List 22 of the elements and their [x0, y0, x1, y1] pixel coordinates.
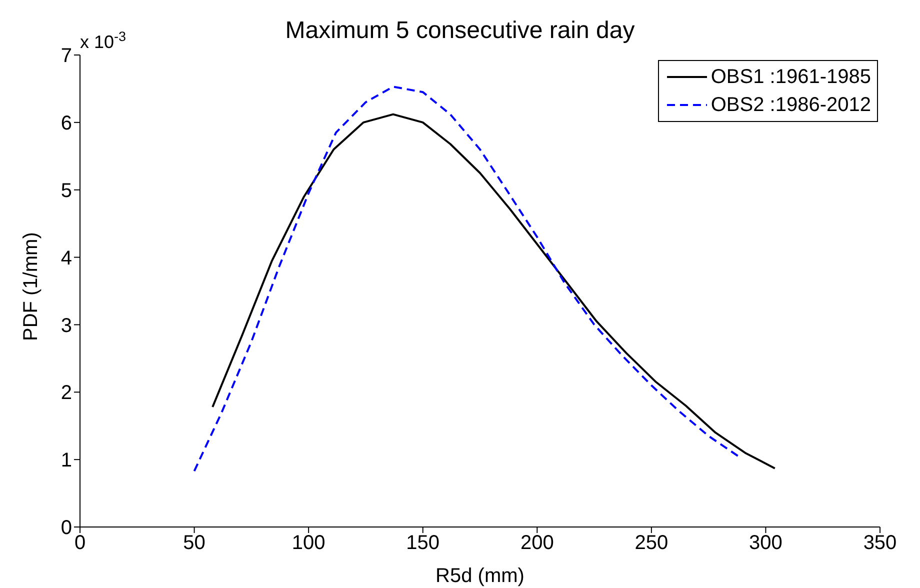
y-tick-label: 0 — [60, 517, 72, 540]
y-tick-label: 4 — [60, 247, 72, 270]
x-tick-label: 50 — [183, 532, 206, 554]
x-tick-label: 200 — [520, 532, 554, 554]
legend-label: OBS1 :1961-1985 — [710, 65, 871, 90]
y-tick-label: 2 — [60, 382, 72, 404]
y-tick-label: 7 — [60, 45, 72, 68]
text: x 10$^{-3}$ — [80, 28, 126, 52]
y-tick-label: 5 — [60, 180, 72, 202]
x-tick-label: 300 — [749, 532, 782, 554]
line-series — [212, 113, 776, 470]
y-axis-title: PDF (1/mm) — [20, 232, 42, 341]
y-tick-label: 1 — [60, 450, 72, 472]
y-tick-label: 6 — [60, 112, 72, 135]
x-tick-label: 250 — [634, 532, 668, 554]
x-tick-label: 350 — [863, 532, 897, 554]
chart-title: Maximum 5 consecutive rain day — [285, 17, 635, 44]
x-tick-label: 100 — [292, 532, 326, 554]
x-tick-label: 150 — [406, 532, 440, 554]
legend-label: OBS2 :1986-2012 — [710, 93, 871, 118]
x-axis-title: R5d (mm) — [436, 565, 524, 587]
y-tick-label: 3 — [60, 314, 72, 337]
